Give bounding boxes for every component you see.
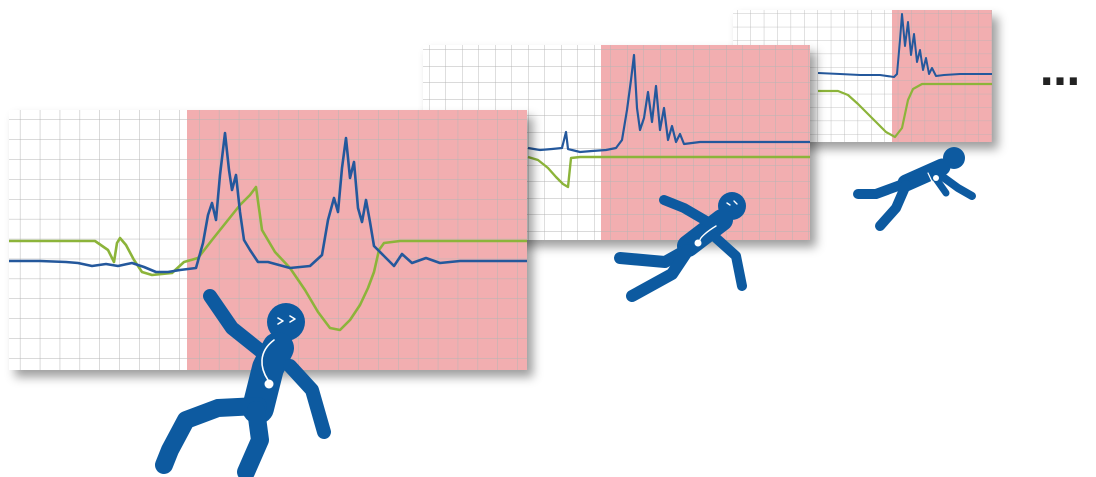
falling-person-icon-small: [853, 147, 976, 231]
falling-person-icon-large: [155, 289, 331, 477]
panel-small-green-signal: [818, 82, 992, 139]
pendant-sensor-icon: [264, 379, 274, 389]
falling-person-icon-medium: [614, 192, 747, 302]
panel-large-green-signal: [9, 185, 527, 332]
panel-medium-blue-signal: [527, 53, 810, 154]
head: [267, 303, 305, 341]
pendant-sensor-icon: [933, 175, 939, 181]
panel-small-blue-signal: [817, 13, 992, 78]
continuation-ellipsis: …: [1040, 49, 1082, 95]
panel-small: [733, 10, 992, 142]
panel-large-blue-signal: [9, 131, 527, 274]
panel-medium-green-signal: [527, 155, 810, 189]
pendant-sensor-icon: [694, 239, 702, 247]
panel-large: [9, 110, 527, 370]
